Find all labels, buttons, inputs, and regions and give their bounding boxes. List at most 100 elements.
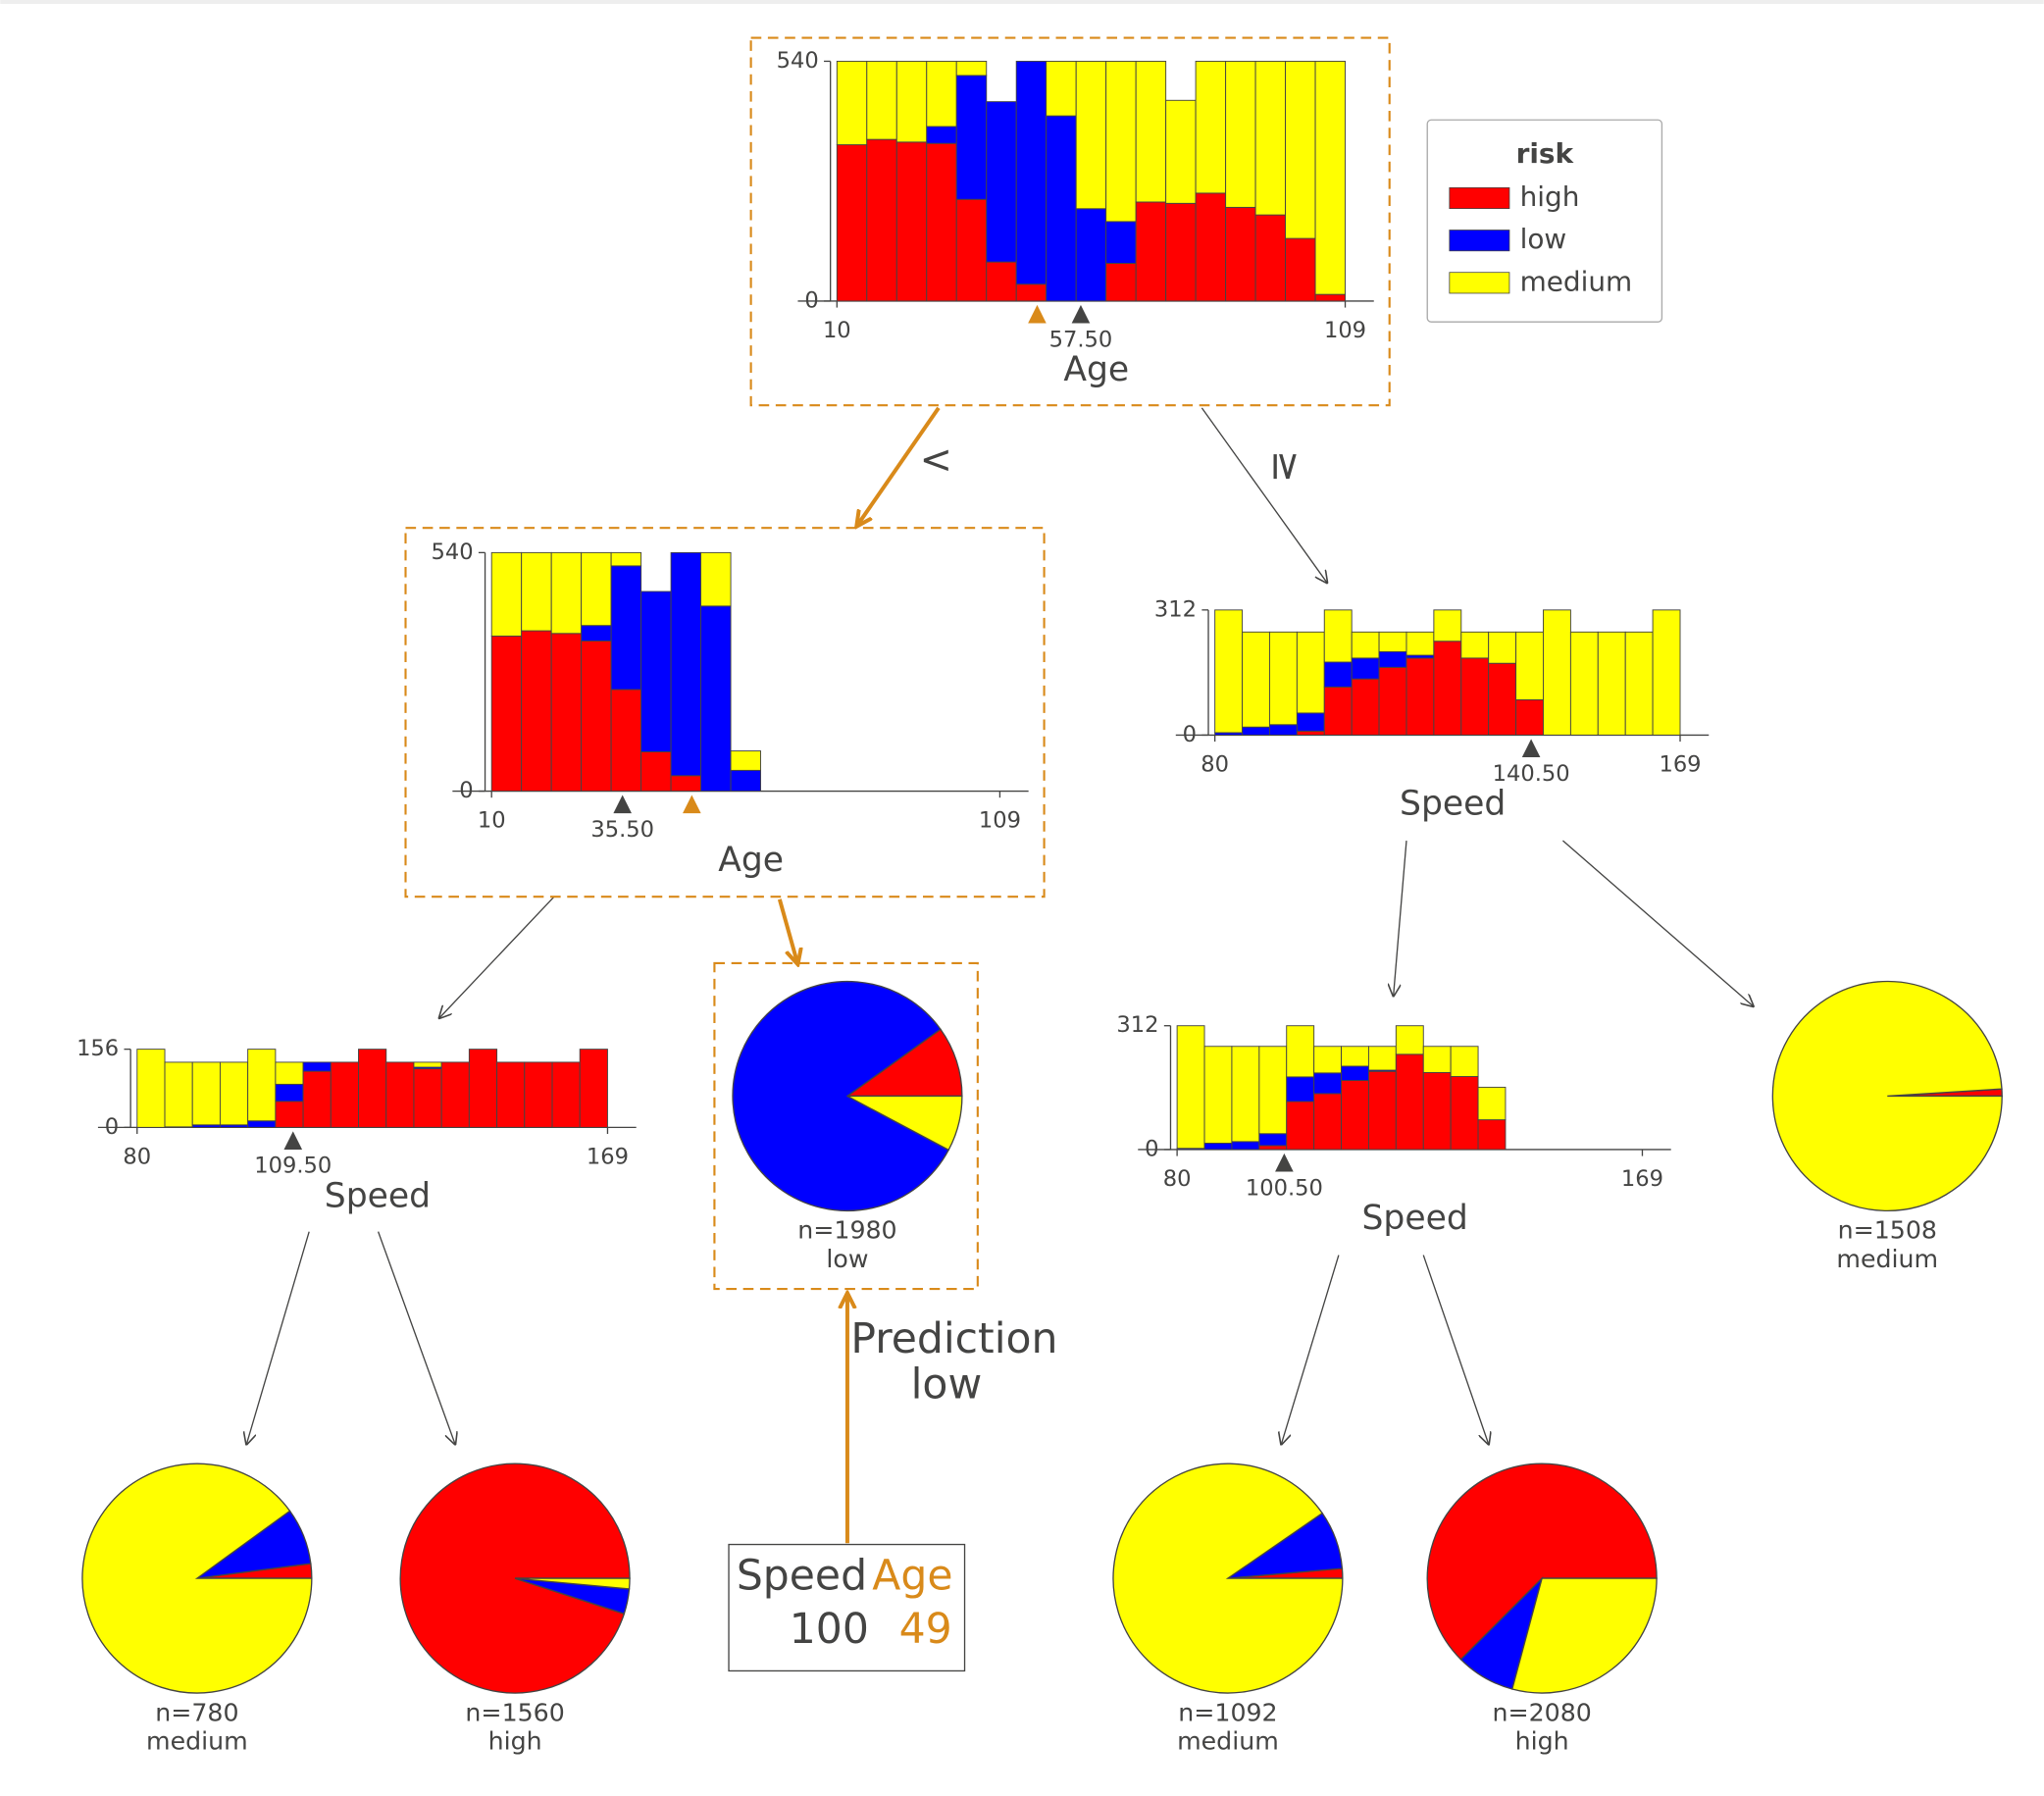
bar-segment bbox=[1176, 1025, 1205, 1150]
legend-label: medium bbox=[1520, 265, 1633, 297]
bar-segment bbox=[275, 1083, 304, 1103]
bar-segment bbox=[1313, 1046, 1342, 1074]
instance-value: 49 bbox=[899, 1606, 952, 1654]
bar-segment bbox=[986, 101, 1017, 263]
prediction-title: Prediction bbox=[850, 1315, 1057, 1363]
bar-segment bbox=[895, 141, 928, 302]
bar-segment bbox=[1105, 262, 1137, 302]
bar-segment bbox=[440, 1061, 470, 1128]
instance-box bbox=[728, 1543, 966, 1672]
bar-segment bbox=[1203, 1046, 1233, 1144]
bar-segment bbox=[1378, 650, 1407, 668]
bar-segment bbox=[926, 142, 957, 302]
x-tick-label: 80 bbox=[123, 1144, 151, 1169]
leaf-prediction: high bbox=[1515, 1727, 1569, 1756]
bar-segment bbox=[1450, 1076, 1479, 1151]
leaf-count: n=1508 bbox=[1838, 1216, 1937, 1245]
leaf-count: n=780 bbox=[155, 1698, 238, 1726]
bar-segment bbox=[1323, 609, 1353, 663]
bar-segment bbox=[1341, 1046, 1369, 1067]
edge bbox=[1281, 1255, 1340, 1445]
bar-segment bbox=[610, 689, 642, 793]
x-tick-label: 10 bbox=[823, 318, 851, 343]
bar-segment bbox=[1477, 1119, 1507, 1151]
leaf-prediction: high bbox=[488, 1727, 542, 1756]
y-tick-label: 312 bbox=[1154, 596, 1197, 622]
split-label: 57.50 bbox=[1049, 327, 1113, 352]
pie-slice bbox=[732, 980, 950, 1212]
bar-segment bbox=[1135, 201, 1167, 302]
bar-segment bbox=[550, 551, 583, 635]
bar-segment bbox=[581, 625, 612, 641]
y-tick-label: 540 bbox=[777, 48, 819, 74]
edge bbox=[1422, 1255, 1488, 1445]
split-marker bbox=[1275, 1153, 1294, 1172]
x-tick-label: 169 bbox=[1621, 1166, 1663, 1192]
bar-segment bbox=[1225, 60, 1256, 208]
bar-segment bbox=[581, 640, 612, 793]
bar-segment bbox=[700, 551, 732, 607]
bar-segment bbox=[1254, 214, 1287, 302]
y-tick-label: 0 bbox=[459, 778, 473, 803]
edge bbox=[1561, 840, 1753, 1006]
bar-segment bbox=[610, 551, 642, 567]
bar-segment bbox=[1351, 657, 1380, 680]
bar-segment bbox=[1367, 1046, 1397, 1071]
bar-segment bbox=[670, 551, 702, 777]
legend-label: high bbox=[1520, 180, 1580, 213]
split-label: 140.50 bbox=[1493, 761, 1570, 787]
top-strip bbox=[0, 0, 2044, 4]
bar-segment bbox=[1460, 631, 1490, 659]
bar-segment bbox=[1367, 1070, 1397, 1151]
feature-label: Speed bbox=[1400, 785, 1506, 824]
bar-segment bbox=[670, 775, 702, 793]
bar-segment bbox=[1195, 192, 1227, 302]
leaf-prediction: medium bbox=[146, 1727, 248, 1756]
bar-segment bbox=[1296, 631, 1325, 714]
bar-segment bbox=[1405, 631, 1435, 656]
legend-label: low bbox=[1520, 223, 1567, 255]
bar-segment bbox=[1569, 631, 1599, 736]
pie-slice bbox=[1426, 1462, 1658, 1661]
bar-segment bbox=[1165, 202, 1197, 302]
bar-segment bbox=[275, 1061, 304, 1085]
pie-slice bbox=[844, 1028, 963, 1098]
bar-segment bbox=[1543, 609, 1571, 736]
bar-segment bbox=[330, 1061, 359, 1128]
edge bbox=[1201, 407, 1327, 583]
y-tick-label: 540 bbox=[431, 539, 473, 565]
edge bbox=[856, 406, 941, 527]
x-tick-label: 80 bbox=[1163, 1166, 1192, 1192]
bar-segment bbox=[550, 633, 583, 793]
x-tick-label: 109 bbox=[979, 808, 1021, 834]
bar-segment bbox=[1488, 631, 1517, 664]
bar-segment bbox=[1450, 1046, 1479, 1077]
instance-marker bbox=[1028, 304, 1047, 324]
y-tick-label: 0 bbox=[804, 287, 818, 313]
bar-segment bbox=[926, 126, 957, 144]
bar-segment bbox=[1422, 1046, 1452, 1073]
bar-segment bbox=[1323, 661, 1353, 688]
bar-segment bbox=[1422, 1071, 1452, 1151]
bar-segment bbox=[1075, 208, 1107, 302]
bar-segment bbox=[1258, 1133, 1288, 1147]
bar-segment bbox=[385, 1061, 415, 1128]
bar-segment bbox=[521, 630, 552, 793]
bar-segment bbox=[1286, 1101, 1315, 1151]
y-tick-label: 0 bbox=[105, 1114, 119, 1140]
bar-segment bbox=[1046, 60, 1077, 117]
bar-segment bbox=[1242, 631, 1270, 728]
split-marker bbox=[613, 795, 632, 814]
bar-segment bbox=[1433, 641, 1462, 736]
bar-segment bbox=[1405, 657, 1435, 736]
split-marker bbox=[1521, 739, 1541, 757]
bar-segment bbox=[1460, 657, 1490, 736]
bar-segment bbox=[164, 1061, 193, 1128]
path-node-box bbox=[749, 36, 1391, 407]
bar-segment bbox=[1378, 666, 1407, 736]
bar-segment bbox=[1433, 609, 1462, 642]
x-tick-label: 10 bbox=[478, 808, 506, 834]
bar-segment bbox=[1488, 662, 1517, 736]
bar-segment bbox=[1195, 60, 1227, 194]
